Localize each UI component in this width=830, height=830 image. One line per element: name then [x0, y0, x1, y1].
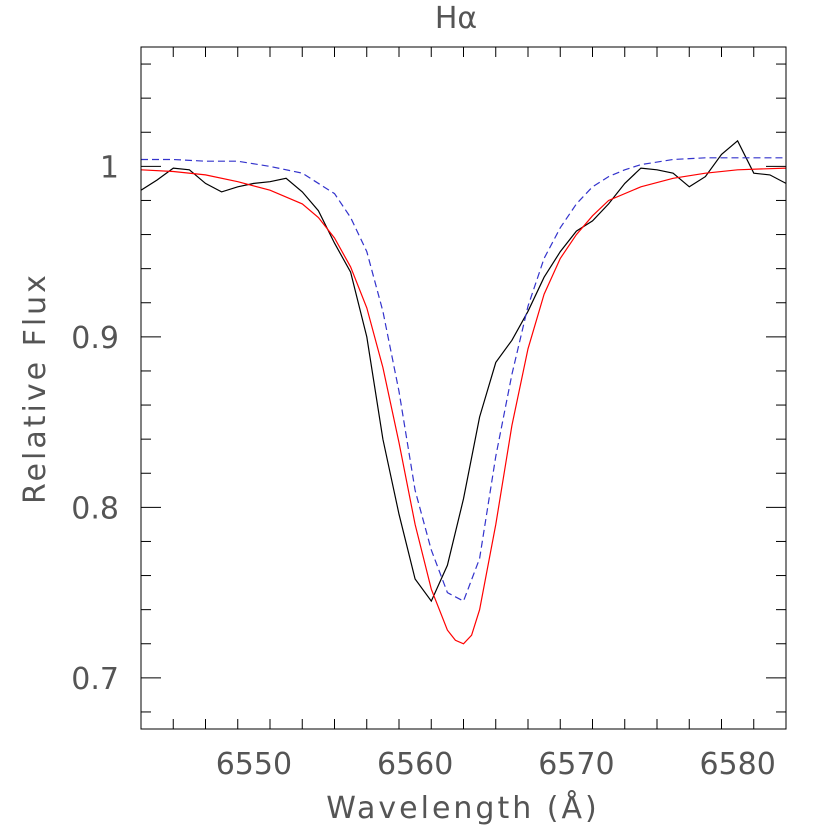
x-axis-title: Wavelength (Å): [326, 790, 599, 826]
x-tick-label: 6570: [538, 747, 614, 782]
y-tick-label: 0.9: [71, 321, 119, 356]
series-line-1: [141, 139, 786, 603]
y-tick-label: 1: [100, 150, 119, 185]
series-line-2: [141, 167, 786, 645]
y-tick-label: 0.8: [71, 491, 119, 526]
series-line-3: [141, 157, 786, 602]
y-tick-label: 0.7: [71, 662, 119, 697]
series-layer: [141, 139, 786, 645]
y-axis-title: Relative Flux: [18, 272, 53, 504]
tick-labels: 6550 6560 6570 6580 0.7 0.8 0.9 1: [71, 150, 776, 782]
axis-ticks: [140, 47, 787, 729]
x-tick-label: 6560: [377, 747, 453, 782]
chart-title: Hα: [435, 1, 477, 36]
plot-frame: [140, 46, 787, 730]
x-tick-label: 6580: [699, 747, 775, 782]
x-tick-label: 6550: [216, 747, 292, 782]
